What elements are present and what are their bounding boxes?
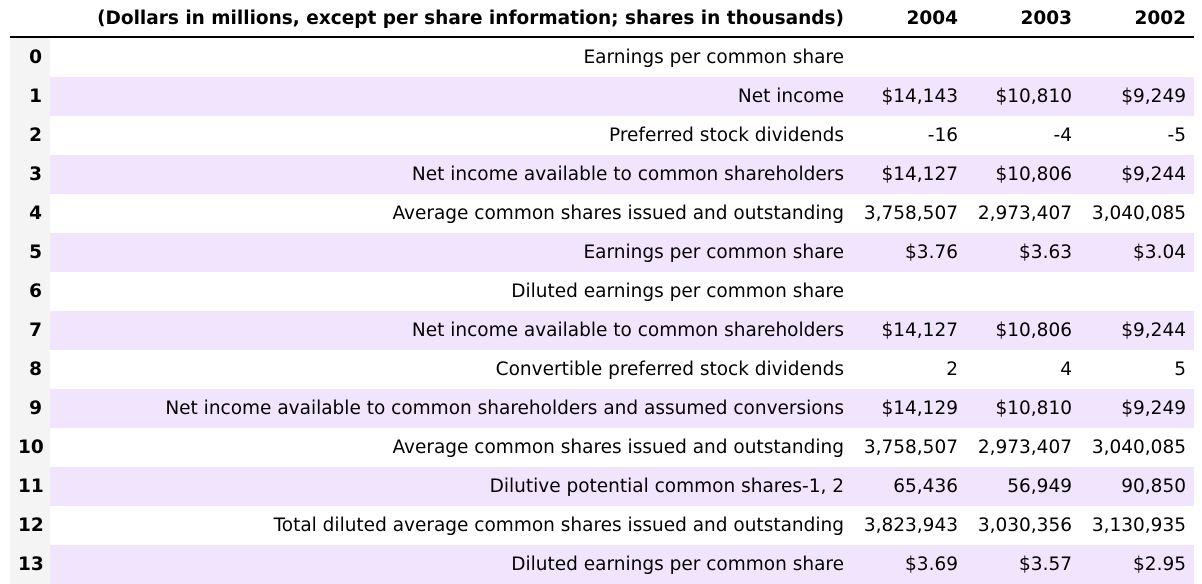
row-index: 4: [10, 194, 50, 233]
row-index: 12: [10, 506, 50, 545]
year-column-header-2003: 2003: [966, 0, 1080, 38]
value-2004: 3,823,943: [852, 506, 966, 545]
row-index: 9: [10, 389, 50, 428]
value-2002: $2.95: [1080, 545, 1194, 584]
year-column-header-2004: 2004: [852, 0, 966, 38]
header-row: (Dollars in millions, except per share i…: [10, 0, 1194, 38]
eps-table: (Dollars in millions, except per share i…: [10, 0, 1194, 584]
table-body: 0 Earnings per common share 1 Net income $14…: [10, 37, 1194, 584]
row-label: Earnings per common share: [50, 233, 852, 272]
value-2003: 56,949: [966, 467, 1080, 506]
table-row: 1 Net income $14,143 $10,810 $9,249: [10, 77, 1194, 116]
table-header: (Dollars in millions, except per share i…: [10, 0, 1194, 38]
value-2002: 3,130,935: [1080, 506, 1194, 545]
table-row: 0 Earnings per common share: [10, 37, 1194, 77]
value-2002: 5: [1080, 350, 1194, 389]
table-row: 9 Net income available to common sharehol…: [10, 389, 1194, 428]
value-2003: $10,810: [966, 389, 1080, 428]
value-2004: [852, 37, 966, 77]
value-2004: $14,129: [852, 389, 966, 428]
value-2003: $10,810: [966, 77, 1080, 116]
row-index: 13: [10, 545, 50, 584]
row-label: Preferred stock dividends: [50, 116, 852, 155]
value-2003: 2,973,407: [966, 194, 1080, 233]
row-label: Net income available to common sharehold…: [50, 155, 852, 194]
row-label: Net income available to common sharehold…: [50, 311, 852, 350]
row-label: Diluted earnings per common share: [50, 545, 852, 584]
row-label: Earnings per common share: [50, 37, 852, 77]
index-column-header: [10, 0, 50, 38]
value-2002: $9,244: [1080, 155, 1194, 194]
description-column-header: (Dollars in millions, except per share i…: [50, 0, 852, 38]
table-row: 8 Convertible preferred stock dividends 2 4…: [10, 350, 1194, 389]
value-2002: $9,244: [1080, 311, 1194, 350]
value-2003: $10,806: [966, 155, 1080, 194]
row-index: 2: [10, 116, 50, 155]
value-2002: 90,850: [1080, 467, 1194, 506]
table-row: 3 Net income available to common sharehol…: [10, 155, 1194, 194]
value-2004: 2: [852, 350, 966, 389]
table-row: 5 Earnings per common share $3.76 $3.63 $3.0…: [10, 233, 1194, 272]
row-label: Net income available to common sharehold…: [50, 389, 852, 428]
value-2004: $14,143: [852, 77, 966, 116]
value-2003: $3.63: [966, 233, 1080, 272]
row-index: 11: [10, 467, 50, 506]
table-row: 10 Average common shares issued and outst…: [10, 428, 1194, 467]
value-2002: $3.04: [1080, 233, 1194, 272]
value-2002: 3,040,085: [1080, 428, 1194, 467]
row-index: 0: [10, 37, 50, 77]
row-index: 10: [10, 428, 50, 467]
row-label: Dilutive potential common shares-1, 2: [50, 467, 852, 506]
row-label: Total diluted average common shares issu…: [50, 506, 852, 545]
row-label: Average common shares issued and outstan…: [50, 194, 852, 233]
table-row: 2 Preferred stock dividends -16 -4 -5: [10, 116, 1194, 155]
year-column-header-2002: 2002: [1080, 0, 1194, 38]
value-2003: $3.57: [966, 545, 1080, 584]
row-label: Average common shares issued and outstan…: [50, 428, 852, 467]
table-row: 6 Diluted earnings per common share: [10, 272, 1194, 311]
value-2003: 3,030,356: [966, 506, 1080, 545]
row-label: Convertible preferred stock dividends: [50, 350, 852, 389]
table-row: 4 Average common shares issued and outsta…: [10, 194, 1194, 233]
row-index: 7: [10, 311, 50, 350]
table-row: 12 Total diluted average common shares is…: [10, 506, 1194, 545]
value-2004: 3,758,507: [852, 194, 966, 233]
row-index: 6: [10, 272, 50, 311]
row-label: Net income: [50, 77, 852, 116]
row-label: Diluted earnings per common share: [50, 272, 852, 311]
row-index: 1: [10, 77, 50, 116]
row-index: 8: [10, 350, 50, 389]
value-2004: [852, 272, 966, 311]
value-2003: -4: [966, 116, 1080, 155]
table-row: 13 Diluted earnings per common share $3.69…: [10, 545, 1194, 584]
value-2004: 3,758,507: [852, 428, 966, 467]
value-2004: -16: [852, 116, 966, 155]
value-2004: $14,127: [852, 155, 966, 194]
value-2002: [1080, 37, 1194, 77]
value-2004: $14,127: [852, 311, 966, 350]
value-2003: 2,973,407: [966, 428, 1080, 467]
value-2002: [1080, 272, 1194, 311]
value-2003: 4: [966, 350, 1080, 389]
value-2004: $3.69: [852, 545, 966, 584]
value-2003: $10,806: [966, 311, 1080, 350]
value-2002: -5: [1080, 116, 1194, 155]
row-index: 3: [10, 155, 50, 194]
value-2002: $9,249: [1080, 389, 1194, 428]
value-2002: $9,249: [1080, 77, 1194, 116]
value-2004: 65,436: [852, 467, 966, 506]
table-row: 7 Net income available to common sharehol…: [10, 311, 1194, 350]
value-2003: [966, 37, 1080, 77]
value-2002: 3,040,085: [1080, 194, 1194, 233]
value-2004: $3.76: [852, 233, 966, 272]
value-2003: [966, 272, 1080, 311]
row-index: 5: [10, 233, 50, 272]
